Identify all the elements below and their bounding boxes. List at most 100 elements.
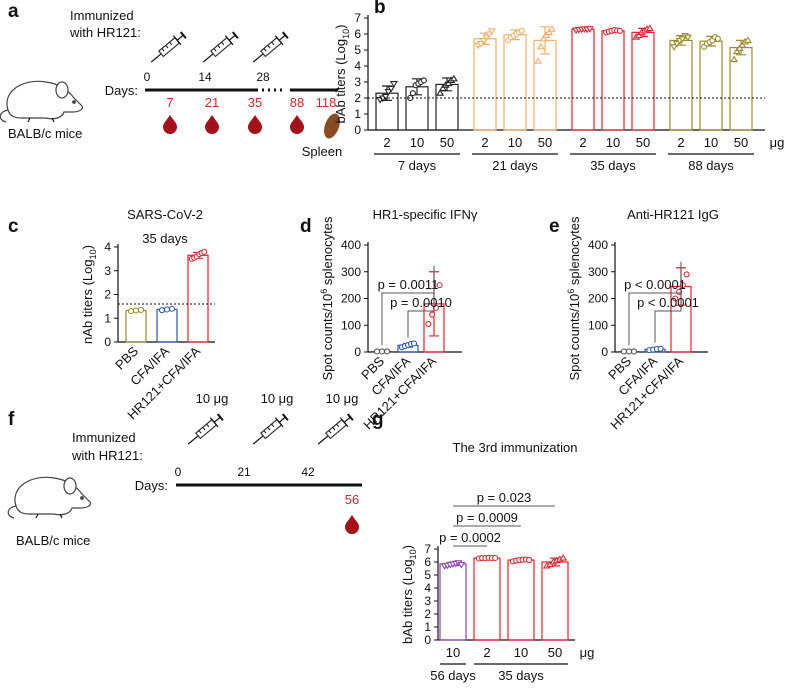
y-axis-label: Spot counts/106 splenocytes [319, 216, 335, 381]
y-axis-label-part: bAb titers (Log [333, 39, 348, 124]
bar [631, 31, 655, 131]
bar [669, 39, 693, 131]
data-point [625, 348, 633, 355]
immunized-text: with HR121: [69, 25, 141, 40]
day-label: 28 [256, 70, 270, 84]
bar [439, 563, 467, 641]
organ-label: Spleen [302, 144, 342, 159]
data-point [158, 307, 166, 314]
blood-drop [205, 115, 219, 134]
y-axis-label-part: 10 [88, 249, 98, 259]
data-point [479, 37, 488, 45]
y-tick-label: 0 [354, 345, 361, 359]
y-tick-label: 5 [354, 43, 361, 57]
data-point [449, 74, 458, 82]
data-point [487, 28, 496, 35]
data-point [127, 308, 135, 315]
p-value-label: p = 0.0010 [390, 295, 452, 310]
data-point [373, 348, 381, 355]
y-tick-label: 300 [341, 265, 361, 279]
data-point [168, 305, 176, 312]
x-tick-label: 50 [538, 135, 552, 150]
y-tick-label: 4 [104, 240, 111, 254]
immunized-text: Immunized [72, 430, 136, 445]
y-tick-label: 3 [104, 264, 111, 278]
y-axis-label-part: ) [333, 25, 348, 29]
spleen-icon [324, 113, 340, 139]
data-point [378, 348, 386, 355]
group-label: 35 days [498, 668, 544, 683]
data-point [526, 556, 533, 564]
x-tick-label: 10 [446, 645, 460, 660]
y-tick-label: 6 [424, 555, 431, 569]
y-tick-label: 3 [354, 75, 361, 89]
data-point [438, 84, 447, 91]
data-point [132, 307, 140, 314]
y-axis-label-part: Spot counts/10 [567, 294, 582, 381]
y-axis-label-part: ) [400, 545, 415, 549]
x-tick-label: 10 [606, 135, 620, 150]
data-point [476, 41, 485, 48]
p-value-label: p < 0.0001 [624, 277, 686, 292]
data-point [730, 55, 739, 63]
blood-drop [290, 115, 304, 134]
days-label: Days: [135, 478, 168, 493]
syringe [146, 29, 189, 68]
data-point [457, 562, 466, 569]
data-point [410, 340, 418, 347]
day-label: 42 [301, 465, 315, 479]
bar [473, 557, 501, 641]
panel-letter: d [300, 216, 312, 237]
y-tick-label: 6 [354, 27, 361, 41]
group-label: 7 days [398, 158, 437, 173]
data-point [616, 27, 623, 34]
data-point [429, 311, 436, 318]
syringe [198, 29, 241, 68]
x-tick-label: 50 [734, 135, 748, 150]
data-point [714, 35, 721, 42]
y-axis-label-part: Spot counts/10 [320, 294, 335, 381]
diagram-a: a Immunized with HR121: BALB/c mice Days… [0, 1, 342, 159]
data-point [683, 271, 690, 278]
bar [601, 30, 625, 131]
data-point [585, 26, 594, 33]
group-label: 35 days [590, 158, 636, 173]
data-point [678, 36, 687, 43]
immunized-text: with HR121: [71, 448, 143, 463]
panel-letter: b [374, 0, 386, 18]
x-tick-label: 50 [548, 645, 562, 660]
data-point [409, 90, 416, 97]
x-tick-label: 10 [704, 135, 718, 150]
x-tick-label: 2 [483, 645, 490, 660]
y-axis-label: Spot counts/106 splenocytes [566, 216, 582, 381]
chart-title: Anti-HR121 IgG [627, 207, 719, 222]
panel-letter: a [8, 1, 19, 22]
data-point [482, 34, 491, 42]
data-point [670, 44, 679, 51]
y-tick-label: 300 [588, 265, 608, 279]
data-point [387, 85, 396, 93]
y-tick-label: 2 [424, 607, 431, 621]
data-point [163, 306, 171, 313]
p-value-label: p = 0.0011 [378, 277, 439, 292]
chart-title: HR1-specific IFNγ [373, 207, 478, 222]
data-point [432, 304, 439, 311]
data-point [436, 89, 445, 96]
group-label: 56 days [430, 668, 476, 683]
data-point [201, 248, 208, 255]
data-point [425, 320, 432, 327]
syringe [183, 411, 226, 450]
data-point [672, 41, 681, 48]
blood-drop [345, 515, 359, 534]
data-point [735, 44, 744, 51]
y-tick-label: 400 [341, 238, 361, 252]
data-point [630, 348, 638, 355]
data-point [634, 31, 643, 39]
immunized-text: Immunized [70, 8, 134, 23]
y-tick-label: 400 [588, 238, 608, 252]
x-tick-label: 2 [677, 135, 684, 150]
y-tick-label: 200 [341, 292, 361, 306]
x-tick-label: 2 [579, 135, 586, 150]
bar [571, 28, 595, 131]
unit-label: μg [580, 645, 595, 660]
